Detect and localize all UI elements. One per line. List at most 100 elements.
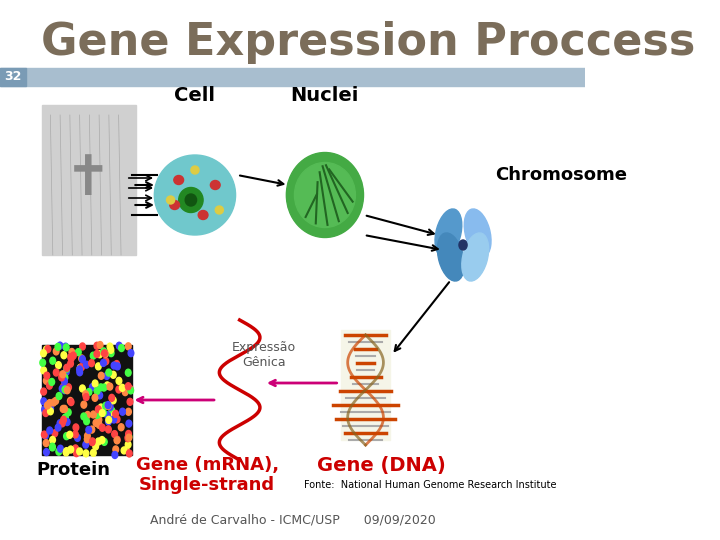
Ellipse shape	[174, 176, 184, 185]
Circle shape	[68, 399, 74, 406]
Circle shape	[48, 405, 53, 412]
Circle shape	[86, 427, 91, 434]
Circle shape	[94, 342, 100, 349]
Circle shape	[89, 383, 95, 390]
Circle shape	[104, 373, 109, 380]
Circle shape	[126, 430, 131, 437]
Circle shape	[77, 369, 83, 376]
Circle shape	[48, 408, 53, 415]
Circle shape	[84, 433, 90, 440]
Circle shape	[45, 402, 50, 409]
Circle shape	[59, 374, 65, 381]
Circle shape	[60, 406, 66, 413]
Circle shape	[55, 424, 61, 431]
Circle shape	[107, 403, 113, 410]
Circle shape	[81, 413, 86, 420]
Circle shape	[41, 398, 47, 405]
Ellipse shape	[210, 180, 220, 190]
Circle shape	[56, 448, 62, 455]
Circle shape	[62, 378, 67, 385]
Circle shape	[102, 350, 107, 357]
Circle shape	[103, 358, 109, 365]
Circle shape	[110, 397, 116, 404]
Text: Gene Expression Proccess: Gene Expression Proccess	[40, 21, 695, 64]
Circle shape	[78, 363, 84, 370]
Circle shape	[43, 440, 49, 447]
Circle shape	[106, 369, 112, 376]
Circle shape	[114, 363, 120, 370]
Ellipse shape	[443, 230, 457, 240]
Ellipse shape	[154, 155, 235, 235]
Circle shape	[63, 433, 69, 440]
Circle shape	[47, 382, 53, 389]
Circle shape	[77, 448, 82, 455]
Circle shape	[99, 372, 104, 379]
Text: Gene (mRNA),
Single-strand: Gene (mRNA), Single-strand	[135, 456, 279, 495]
Ellipse shape	[467, 235, 482, 245]
Circle shape	[96, 438, 102, 445]
Circle shape	[116, 377, 122, 384]
Circle shape	[50, 444, 55, 451]
Circle shape	[107, 343, 113, 350]
Circle shape	[80, 356, 86, 363]
Circle shape	[69, 348, 75, 355]
Circle shape	[86, 388, 91, 395]
Circle shape	[121, 447, 127, 454]
Ellipse shape	[294, 163, 356, 227]
Circle shape	[53, 397, 58, 404]
Circle shape	[99, 424, 105, 431]
Circle shape	[64, 364, 70, 372]
Circle shape	[63, 414, 68, 421]
Circle shape	[101, 409, 107, 416]
Circle shape	[104, 382, 110, 389]
Ellipse shape	[441, 225, 455, 235]
Circle shape	[64, 418, 70, 426]
Circle shape	[105, 402, 111, 409]
Circle shape	[63, 414, 68, 421]
Circle shape	[77, 364, 83, 372]
Circle shape	[73, 445, 78, 452]
Circle shape	[93, 420, 99, 427]
Circle shape	[76, 349, 81, 356]
Ellipse shape	[191, 166, 199, 174]
Circle shape	[84, 394, 89, 401]
Circle shape	[52, 430, 58, 437]
Circle shape	[80, 343, 86, 350]
Circle shape	[113, 446, 119, 453]
Circle shape	[57, 420, 63, 427]
Ellipse shape	[462, 233, 489, 281]
Circle shape	[68, 360, 73, 367]
Text: Fonte:  National Human Genome Research Institute: Fonte: National Human Genome Research In…	[305, 480, 557, 490]
Circle shape	[68, 355, 74, 362]
Ellipse shape	[440, 219, 454, 231]
Circle shape	[40, 350, 46, 357]
Circle shape	[125, 383, 131, 390]
Circle shape	[109, 394, 114, 401]
Ellipse shape	[471, 225, 485, 235]
Circle shape	[73, 424, 78, 431]
Bar	[0, 68, 26, 86]
Text: ✝: ✝	[66, 153, 112, 207]
Circle shape	[116, 386, 122, 393]
Circle shape	[83, 450, 89, 457]
Circle shape	[62, 374, 68, 381]
Circle shape	[84, 361, 89, 368]
Circle shape	[83, 391, 89, 398]
Circle shape	[42, 432, 48, 439]
Ellipse shape	[179, 187, 203, 213]
Circle shape	[43, 408, 49, 415]
Ellipse shape	[166, 196, 175, 204]
Circle shape	[43, 346, 49, 353]
Circle shape	[43, 377, 49, 384]
Circle shape	[110, 372, 116, 379]
Circle shape	[101, 384, 107, 391]
Circle shape	[44, 372, 50, 379]
Circle shape	[41, 388, 47, 395]
Text: André de Carvalho - ICMC/USP      09/09/2020: André de Carvalho - ICMC/USP 09/09/2020	[150, 514, 436, 526]
Circle shape	[62, 406, 68, 413]
Circle shape	[106, 418, 112, 425]
Circle shape	[90, 352, 96, 359]
Circle shape	[112, 430, 117, 437]
Circle shape	[63, 448, 69, 455]
Circle shape	[83, 441, 89, 448]
